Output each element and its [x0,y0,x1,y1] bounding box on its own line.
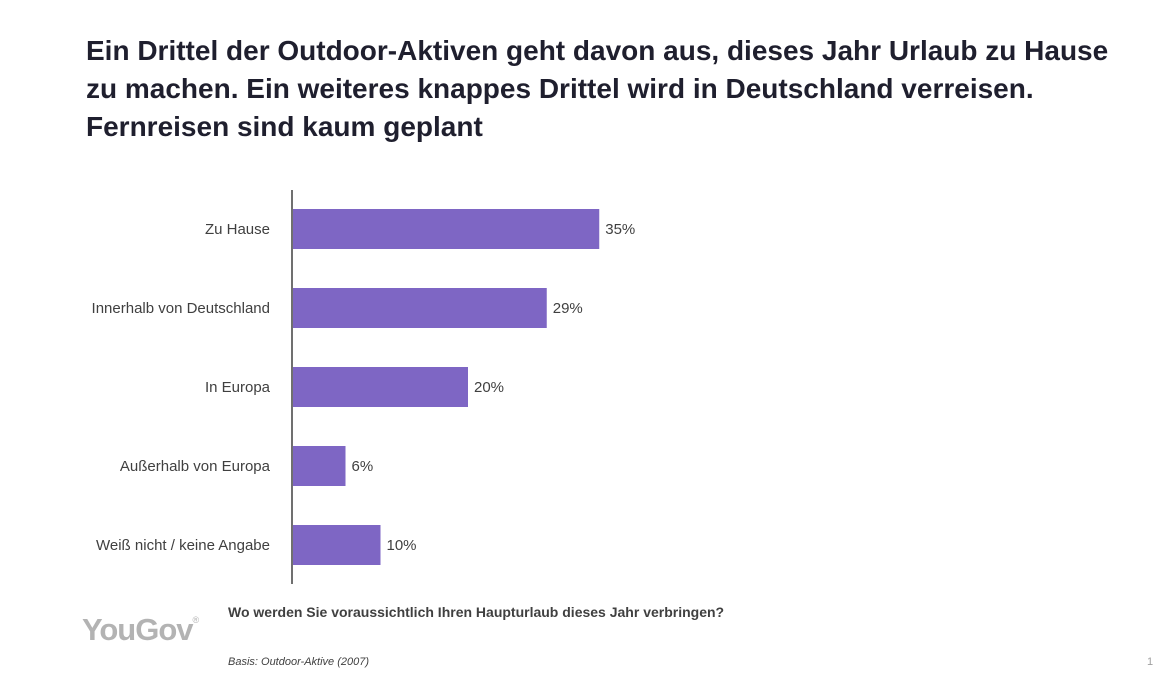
yougov-logo: YouGov® [82,612,199,648]
chart-title: Ein Drittel der Outdoor-Aktiven geht dav… [86,35,1109,142]
bar-2 [293,367,468,407]
registered-mark: ® [192,614,200,625]
category-label-0: Zu Hause [205,221,270,238]
category-label-3: Außerhalb von Europa [120,458,271,475]
bar-1 [293,288,547,328]
category-label-4: Weiß nicht / keine Angabe [96,537,270,554]
page-number: 1 [1147,656,1154,668]
basis-note: Basis: Outdoor-Aktive (2007) [228,656,370,668]
value-label-4: 10% [387,537,417,554]
value-label-0: 35% [605,221,635,238]
yougov-logo-text: YouGov [82,612,194,647]
value-label-1: 29% [553,300,583,317]
bar-0 [293,209,600,249]
bar-3 [293,446,346,486]
bars-layer: Zu Hause 35% Innerhalb von Deutschland 29% I… [92,209,635,565]
survey-question: Wo werden Sie voraussichtlich Ihren Haup… [228,604,725,620]
category-label-2: In Europa [205,379,271,396]
value-label-2: 20% [474,379,504,396]
category-label-1: Innerhalb von Deutschland [92,300,270,317]
value-label-3: 6% [352,458,374,475]
bar-4 [293,525,381,565]
